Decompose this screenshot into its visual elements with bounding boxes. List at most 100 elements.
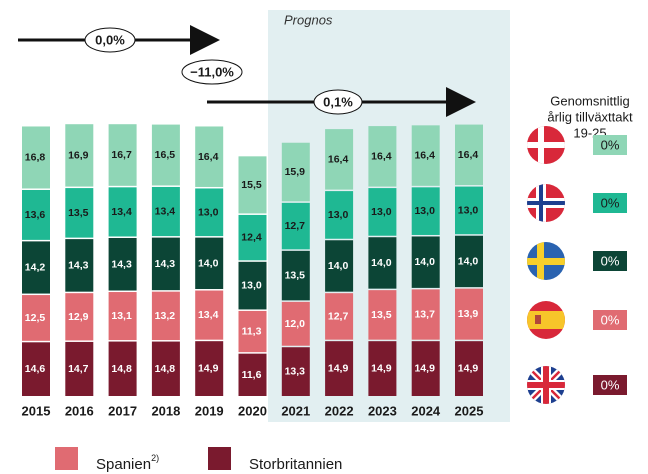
data-label: 13,4 — [111, 206, 132, 218]
bar-segment — [238, 310, 267, 353]
bar-segment — [411, 289, 440, 340]
growth-box — [593, 375, 627, 395]
annotation-bubble — [181, 59, 243, 85]
bar-segment — [368, 126, 397, 187]
bar-segment — [281, 347, 310, 396]
data-label: 13,2 — [155, 310, 176, 322]
bar-segment — [281, 301, 310, 346]
x-tick-label: 2023 — [368, 403, 397, 418]
growth-label: 0% — [601, 253, 620, 268]
annotation-bubble — [313, 89, 363, 115]
bar-segment — [22, 189, 50, 240]
bar-segment — [195, 126, 224, 187]
bar-segment — [108, 341, 137, 396]
data-label: 13,0 — [328, 209, 349, 221]
x-tick-label: 2019 — [195, 403, 224, 418]
legend-label: Storbritannien — [249, 456, 342, 473]
data-label: 14,2 — [25, 262, 46, 274]
x-tick-label: 2015 — [22, 403, 51, 418]
data-label: 13,0 — [198, 206, 219, 218]
data-label: 14,0 — [371, 257, 392, 269]
bar-segment — [238, 156, 267, 214]
data-label: 14,9 — [414, 363, 435, 375]
data-label: 16,7 — [111, 149, 132, 161]
bar-segment — [151, 124, 180, 186]
bar-segment — [195, 188, 224, 237]
x-tick-label: 2025 — [455, 403, 484, 418]
data-label: 13,3 — [285, 366, 306, 378]
growth-label: 0% — [601, 312, 620, 327]
data-label: 11,6 — [242, 369, 262, 381]
bar-segment — [455, 288, 483, 340]
data-label: 14,3 — [155, 258, 176, 270]
bar-segment — [281, 202, 310, 250]
growth-box — [593, 135, 627, 155]
data-label: 12,5 — [25, 312, 46, 324]
bar-segment — [455, 341, 483, 396]
bar-segment — [195, 290, 224, 340]
data-label: 15,9 — [285, 166, 306, 178]
data-label: 15,5 — [241, 179, 262, 191]
flag-spain — [527, 301, 565, 339]
forecast-label: Prognos — [284, 12, 333, 27]
data-label: 14,9 — [328, 363, 349, 375]
x-tick-label: 2016 — [65, 403, 94, 418]
bar-segment — [455, 124, 483, 186]
x-tick-label: 2020 — [238, 403, 267, 418]
data-label: 13,0 — [414, 205, 435, 217]
growth-box — [593, 310, 627, 330]
bar-segment — [368, 188, 397, 236]
bar-segment — [325, 191, 354, 239]
bar-segment — [238, 353, 267, 396]
bar-segment — [65, 341, 94, 396]
bar-segment — [108, 187, 137, 237]
legend-swatch — [55, 447, 78, 470]
bar-segment — [368, 237, 397, 289]
data-label: 13,5 — [68, 207, 89, 219]
bar-segment — [151, 237, 180, 291]
annotation: 0,0% — [95, 32, 125, 47]
data-label: 16,4 — [414, 150, 435, 162]
growth-label: 0% — [601, 137, 620, 152]
x-tick-label: 2021 — [281, 403, 310, 418]
bar-segment — [151, 341, 180, 396]
bar-segment — [325, 129, 354, 190]
data-label: 16,4 — [371, 150, 392, 162]
legend-swatch — [208, 447, 231, 470]
data-label: 13,5 — [371, 309, 392, 321]
x-tick-label: 2017 — [108, 403, 137, 418]
bar-segment — [22, 342, 50, 396]
bar-segment — [108, 124, 137, 186]
data-label: 14,8 — [111, 363, 132, 375]
data-label: 14,3 — [68, 259, 89, 271]
bar-segment — [238, 214, 267, 261]
flag-sweden — [527, 242, 565, 280]
annotation: 0,1% — [323, 94, 353, 109]
growth-box — [593, 251, 627, 271]
bar-segment — [151, 291, 180, 341]
data-label: 13,6 — [25, 209, 46, 221]
data-label: 13,0 — [458, 204, 479, 216]
flag-denmark — [527, 126, 565, 164]
bar-segment — [151, 186, 180, 237]
data-label: 13,4 — [155, 206, 176, 218]
bar-segment — [368, 290, 397, 340]
data-label: 12,0 — [285, 318, 306, 330]
bar-segment — [108, 292, 137, 341]
bar-segment — [368, 341, 397, 396]
legend-label: Spanien2) — [96, 453, 159, 473]
data-label: 14,9 — [198, 363, 219, 375]
legend-note: 2) — [151, 453, 159, 463]
flag-norway — [527, 184, 565, 222]
data-label: 16,9 — [68, 149, 89, 161]
data-label: 14,6 — [25, 363, 46, 375]
data-label: 12,7 — [285, 220, 306, 232]
bar-segment — [455, 186, 483, 235]
data-label: 16,8 — [25, 152, 46, 164]
panel-title: Genomsnittlig — [550, 93, 629, 108]
growth-label: 0% — [601, 377, 620, 392]
annotation-bubble — [84, 27, 136, 53]
data-label: 12,4 — [241, 232, 262, 244]
data-label: 13,7 — [414, 309, 435, 321]
